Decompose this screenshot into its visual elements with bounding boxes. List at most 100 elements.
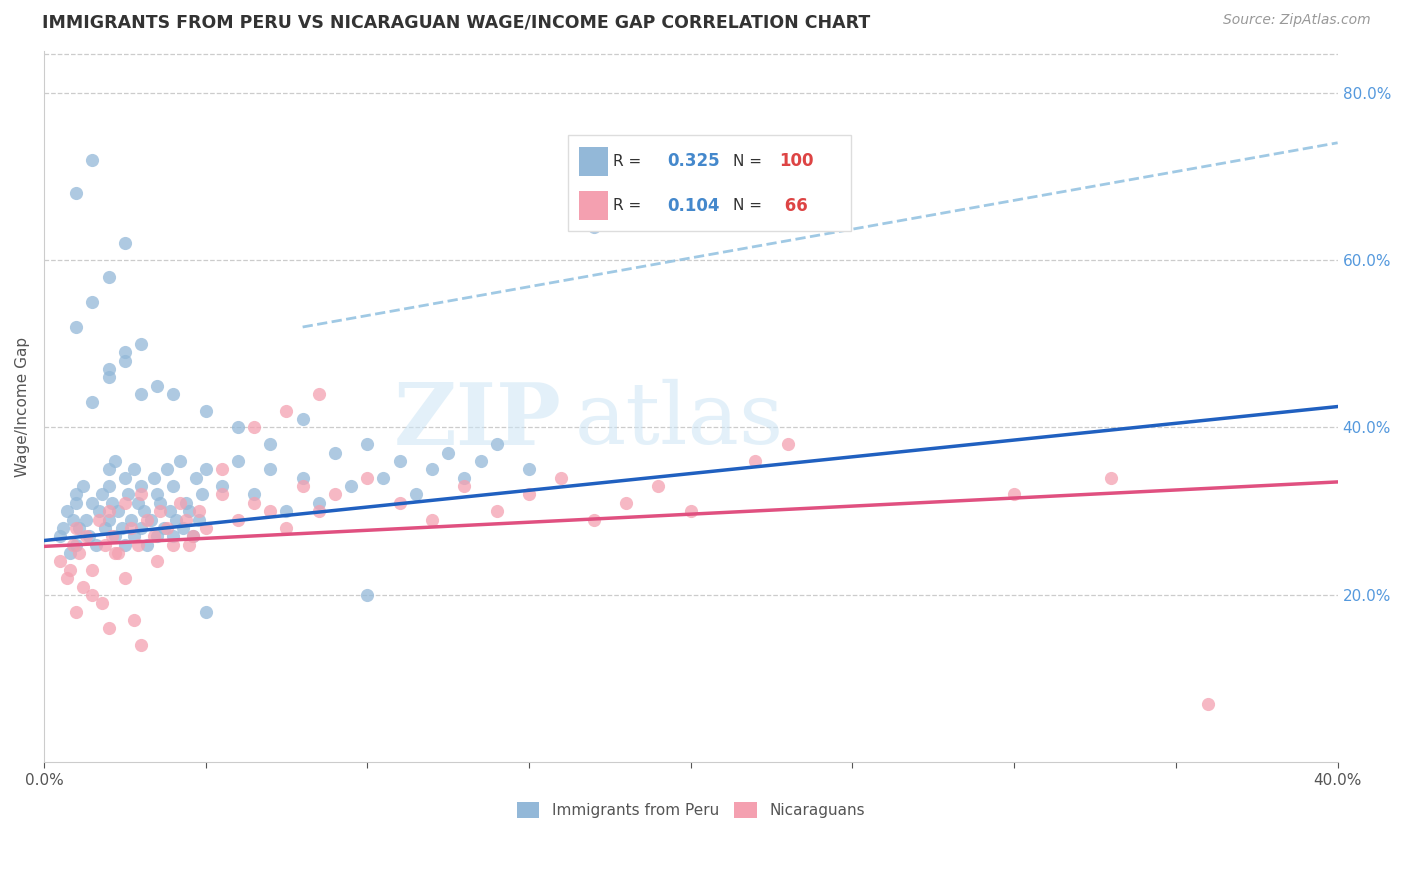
Point: [259, 504, 281, 518]
Point: [142, 471, 165, 485]
Point: [169, 454, 191, 468]
Point: [194, 605, 217, 619]
Point: [470, 454, 492, 468]
Point: [614, 194, 637, 209]
Point: [1099, 471, 1122, 485]
Point: [776, 437, 799, 451]
Point: [146, 529, 169, 543]
Point: [84, 538, 107, 552]
Point: [582, 513, 605, 527]
Point: [420, 462, 443, 476]
Point: [146, 378, 169, 392]
Point: [114, 353, 136, 368]
Point: [184, 471, 207, 485]
Point: [87, 504, 110, 518]
Legend: Immigrants from Peru, Nicaraguans: Immigrants from Peru, Nicaraguans: [509, 795, 873, 826]
Point: [308, 496, 330, 510]
Text: R =: R =: [613, 154, 647, 169]
Point: [65, 320, 87, 334]
Point: [340, 479, 363, 493]
Point: [179, 538, 201, 552]
Point: [679, 504, 702, 518]
Point: [388, 496, 411, 510]
Text: atlas: atlas: [574, 379, 783, 462]
Point: [129, 479, 152, 493]
Point: [104, 546, 127, 560]
Point: [485, 437, 508, 451]
Point: [194, 521, 217, 535]
Point: [323, 445, 346, 459]
Point: [97, 622, 120, 636]
Point: [82, 153, 104, 167]
Text: Source: ZipAtlas.com: Source: ZipAtlas.com: [1223, 13, 1371, 28]
Point: [120, 513, 142, 527]
Point: [172, 521, 194, 535]
Point: [156, 462, 179, 476]
Point: [129, 487, 152, 501]
Point: [149, 504, 172, 518]
Text: ZIP: ZIP: [394, 379, 561, 463]
Point: [49, 554, 72, 568]
Point: [174, 496, 197, 510]
Y-axis label: Wage/Income Gap: Wage/Income Gap: [15, 336, 30, 476]
Point: [114, 571, 136, 585]
Point: [136, 513, 159, 527]
Point: [65, 487, 87, 501]
Point: [226, 454, 249, 468]
Point: [356, 471, 378, 485]
Point: [120, 521, 142, 535]
Point: [97, 462, 120, 476]
Point: [188, 504, 211, 518]
Point: [82, 563, 104, 577]
Point: [65, 186, 87, 200]
Point: [59, 546, 82, 560]
Point: [162, 479, 184, 493]
Point: [107, 504, 129, 518]
Point: [97, 370, 120, 384]
Text: N =: N =: [733, 198, 766, 213]
Point: [162, 529, 184, 543]
Point: [276, 504, 298, 518]
Point: [114, 345, 136, 359]
Point: [159, 504, 181, 518]
Point: [308, 387, 330, 401]
Text: R =: R =: [613, 198, 647, 213]
Point: [373, 471, 395, 485]
Point: [97, 362, 120, 376]
Point: [65, 538, 87, 552]
Point: [420, 513, 443, 527]
Point: [149, 496, 172, 510]
Point: [453, 479, 475, 493]
Point: [517, 487, 540, 501]
Point: [62, 513, 84, 527]
Point: [65, 496, 87, 510]
Point: [308, 504, 330, 518]
Point: [356, 588, 378, 602]
Point: [188, 513, 211, 527]
Point: [75, 529, 97, 543]
Point: [744, 454, 766, 468]
Point: [243, 420, 266, 434]
Point: [97, 504, 120, 518]
Point: [59, 563, 82, 577]
Point: [181, 529, 204, 543]
Point: [124, 462, 146, 476]
Point: [97, 479, 120, 493]
Point: [614, 496, 637, 510]
Point: [191, 487, 214, 501]
Point: [1197, 697, 1219, 711]
Text: 100: 100: [779, 153, 814, 170]
Point: [156, 521, 179, 535]
Point: [162, 387, 184, 401]
Point: [179, 504, 201, 518]
Point: [647, 479, 669, 493]
Point: [55, 571, 77, 585]
Point: [65, 605, 87, 619]
Text: 0.325: 0.325: [666, 153, 720, 170]
Point: [104, 529, 127, 543]
Point: [114, 236, 136, 251]
Point: [87, 513, 110, 527]
Point: [82, 395, 104, 409]
Text: N =: N =: [733, 154, 766, 169]
Point: [65, 521, 87, 535]
